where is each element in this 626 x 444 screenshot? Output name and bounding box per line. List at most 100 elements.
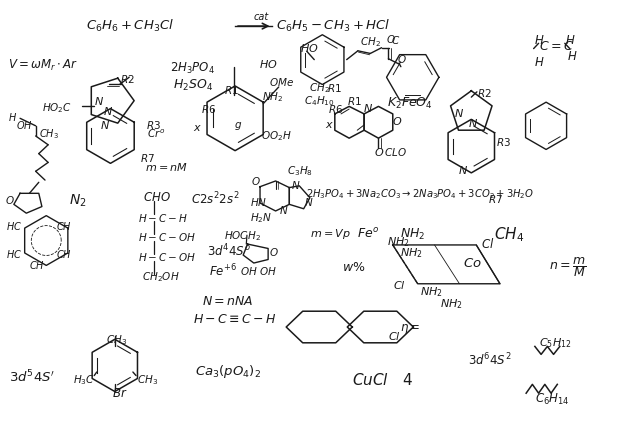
Text: $\eta=$: $\eta=$ (400, 322, 421, 336)
Text: $N$: $N$ (103, 105, 113, 117)
Text: $m=nM$: $m=nM$ (145, 161, 188, 173)
Text: $OH$: $OH$ (259, 266, 277, 278)
Text: $R1$: $R1$ (327, 82, 342, 94)
Text: $CH_2OH$: $CH_2OH$ (142, 270, 180, 284)
Text: $H_2N$: $H_2N$ (250, 212, 272, 226)
Text: $2H_3PO_4+3Na_2CO_3\rightarrow 2Na_3PO_4+3CO_2+3H_2O$: $2H_3PO_4+3Na_2CO_3\rightarrow 2Na_3PO_4… (305, 187, 534, 201)
Text: $H$: $H$ (8, 111, 17, 123)
Text: $HN$: $HN$ (250, 196, 267, 208)
Text: $CH_2$: $CH_2$ (309, 81, 330, 95)
Text: $N$: $N$ (304, 196, 313, 208)
Text: $H-C-H$: $H-C-H$ (138, 212, 188, 224)
Text: $N$: $N$ (454, 107, 464, 119)
Text: $OO_2H$: $OO_2H$ (260, 129, 292, 143)
Text: $H-C-OH$: $H-C-OH$ (138, 231, 197, 243)
Text: $CH$: $CH$ (56, 220, 72, 232)
Text: $R2$: $R2$ (120, 73, 135, 85)
Text: $C_4H_{10}$: $C_4H_{10}$ (304, 94, 334, 107)
Text: $R1$: $R1$ (347, 95, 362, 107)
Text: $NH_2$: $NH_2$ (439, 297, 463, 310)
Text: $n=\dfrac{m}{M}$: $n=\dfrac{m}{M}$ (548, 255, 586, 279)
Text: $3d^44S^o$: $3d^44S^o$ (207, 242, 251, 259)
Text: $NH_2$: $NH_2$ (420, 285, 443, 300)
Text: $H_2SO_4$: $H_2SO_4$ (173, 78, 213, 93)
Text: $Co$: $Co$ (463, 258, 481, 270)
Text: $N=nNA$: $N=nNA$ (202, 295, 254, 308)
Text: $C_6H_{14}$: $C_6H_{14}$ (535, 392, 570, 407)
Text: $O$: $O$ (396, 53, 406, 65)
Text: $m=Vp$: $m=Vp$ (310, 227, 351, 242)
Text: $x$: $x$ (325, 120, 334, 130)
Text: $Ca_3(pO_4)_2$: $Ca_3(pO_4)_2$ (195, 363, 260, 380)
Text: $CH$: $CH$ (29, 259, 44, 271)
Text: $Cl$: $Cl$ (481, 237, 495, 251)
Text: $R1$: $R1$ (224, 83, 239, 95)
Text: $N$: $N$ (94, 95, 104, 107)
Text: $3d^54S'$: $3d^54S'$ (9, 369, 55, 385)
Text: $H$: $H$ (534, 56, 545, 69)
Text: $V=\omega M_r\cdot Ar$: $V=\omega M_r\cdot Ar$ (8, 58, 78, 73)
Text: $C_5H_{12}$: $C_5H_{12}$ (538, 337, 571, 350)
Text: $x$: $x$ (193, 123, 202, 134)
Text: $CH_3$: $CH_3$ (106, 333, 127, 347)
Text: $Cl$: $Cl$ (393, 279, 406, 291)
Text: $K_2FeO_4$: $K_2FeO_4$ (386, 96, 433, 111)
Text: $O$: $O$ (4, 194, 14, 206)
Text: $H$: $H$ (533, 34, 544, 47)
Text: $H-C\equiv C-H$: $H-C\equiv C-H$ (193, 313, 277, 326)
Text: cat: cat (254, 12, 269, 22)
Text: $NH_2$: $NH_2$ (386, 235, 409, 249)
Text: $R6$: $R6$ (201, 103, 216, 115)
Text: $R3$: $R3$ (496, 136, 511, 148)
Text: $C_6H_6+CH_3Cl$: $C_6H_6+CH_3Cl$ (86, 18, 174, 34)
Text: $HO_2C$: $HO_2C$ (42, 101, 72, 115)
Text: $CH_3$: $CH_3$ (39, 127, 59, 141)
Text: $Cl$: $Cl$ (387, 330, 401, 342)
Text: $N$: $N$ (363, 102, 373, 114)
Text: $N$: $N$ (458, 164, 468, 176)
Text: $OMe$: $OMe$ (269, 75, 294, 88)
Text: $Fe^o$: $Fe^o$ (357, 227, 379, 242)
Text: $C$: $C$ (391, 34, 400, 46)
Text: $CLO$: $CLO$ (384, 146, 407, 159)
Text: $N$: $N$ (100, 119, 110, 131)
Text: $HO$: $HO$ (259, 58, 277, 70)
Text: $N$: $N$ (291, 179, 300, 191)
Text: $NH_2$: $NH_2$ (262, 91, 284, 104)
Text: $R7$: $R7$ (488, 193, 503, 205)
Text: $C_3H_8$: $C_3H_8$ (287, 164, 313, 178)
Text: $R7$: $R7$ (140, 152, 155, 164)
Text: $R6$: $R6$ (328, 103, 343, 115)
Text: $HOCH_2$: $HOCH_2$ (224, 229, 261, 243)
Text: $CuCl\quad 4$: $CuCl\quad 4$ (352, 372, 413, 388)
Text: $3d^64S^2$: $3d^64S^2$ (468, 351, 511, 368)
Text: $H_3C$: $H_3C$ (73, 373, 95, 387)
Text: $OH$: $OH$ (240, 265, 258, 277)
Text: $H-C-OH$: $H-C-OH$ (138, 251, 197, 263)
Text: $HO$: $HO$ (300, 42, 319, 54)
Text: $C_6H_5-CH_3+HCl$: $C_6H_5-CH_3+HCl$ (275, 18, 390, 34)
Text: $CH_2$: $CH_2$ (361, 36, 381, 49)
Text: $HC$: $HC$ (6, 248, 23, 260)
Text: $N$: $N$ (279, 204, 288, 216)
Text: $Fe^{+6}$: $Fe^{+6}$ (209, 262, 237, 279)
Text: $O$: $O$ (269, 246, 279, 258)
Text: $Br$: $Br$ (111, 387, 127, 400)
Text: $O$: $O$ (391, 115, 402, 127)
Text: $Cr^o$: $Cr^o$ (147, 127, 165, 140)
Text: $CH_4$: $CH_4$ (494, 225, 524, 244)
Text: $CH$: $CH$ (56, 248, 72, 260)
Text: $C=C$: $C=C$ (538, 40, 573, 53)
Text: $2H_3PO_4$: $2H_3PO_4$ (170, 61, 215, 76)
Text: $R3$: $R3$ (146, 119, 161, 131)
Text: $OH$: $OH$ (16, 119, 33, 131)
Text: $H$: $H$ (565, 34, 576, 47)
Text: $CH_3$: $CH_3$ (136, 373, 158, 387)
Text: $O$: $O$ (374, 146, 384, 159)
Text: $w\%$: $w\%$ (342, 261, 365, 274)
Text: $NH_2$: $NH_2$ (400, 246, 423, 260)
Text: $N_2$: $N_2$ (69, 193, 86, 209)
Text: $HC$: $HC$ (6, 220, 23, 232)
Text: $C2s^22s^2$: $C2s^22s^2$ (192, 190, 240, 207)
Text: $O$: $O$ (386, 33, 396, 45)
